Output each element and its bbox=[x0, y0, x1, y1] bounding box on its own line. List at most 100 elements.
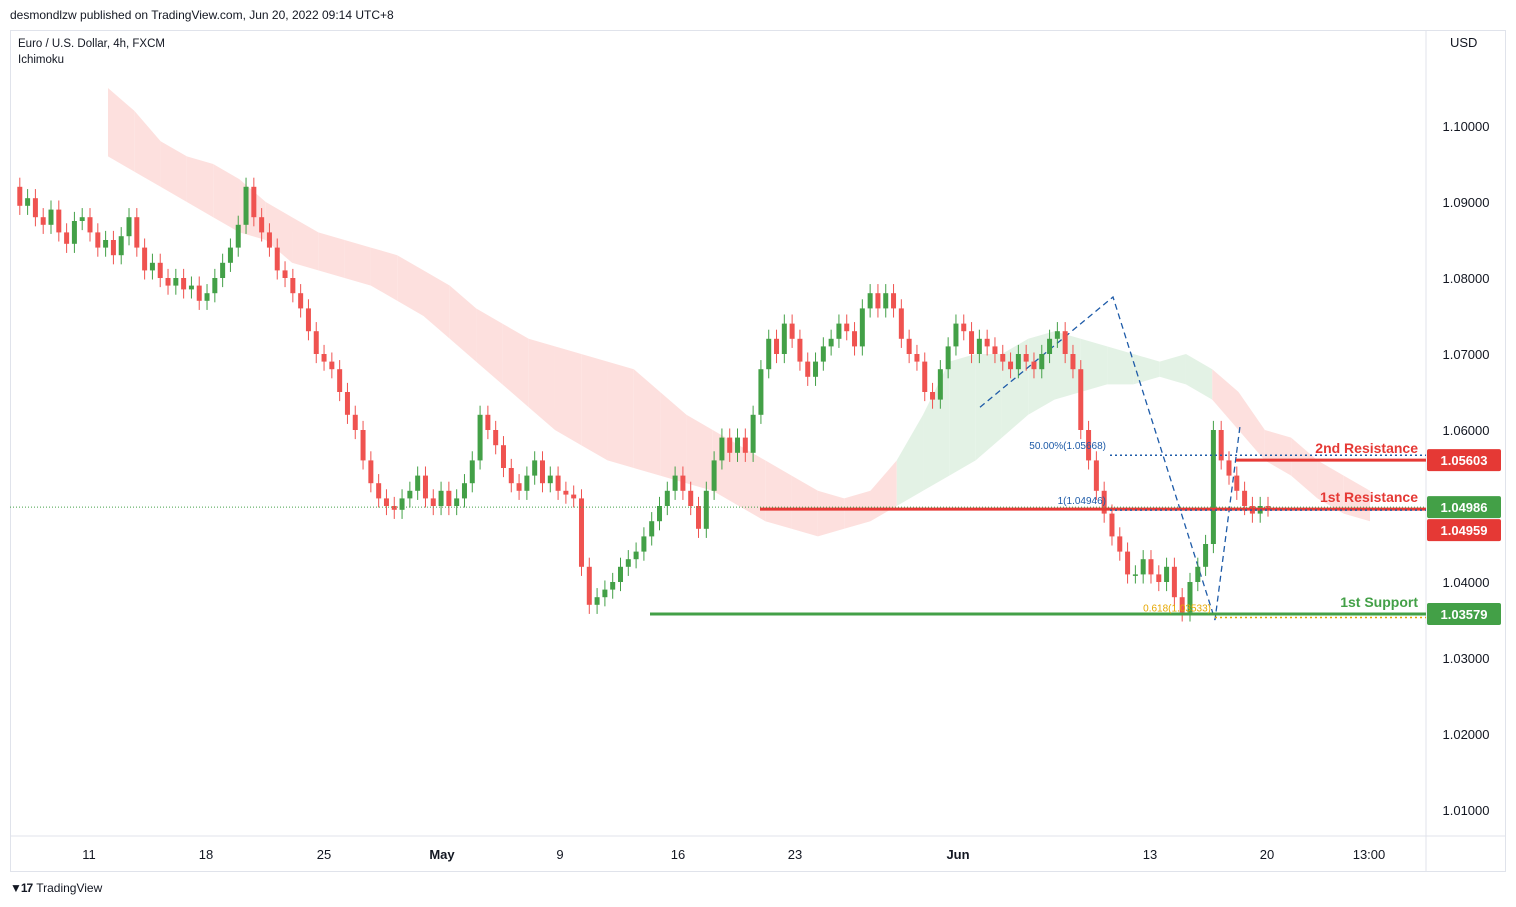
candle-body bbox=[937, 369, 943, 400]
candle-body bbox=[672, 475, 678, 491]
candle-body bbox=[953, 323, 959, 347]
cloud-segment bbox=[870, 460, 897, 522]
candle-body bbox=[664, 490, 670, 506]
cloud-segment bbox=[1159, 354, 1186, 385]
candle-body bbox=[220, 262, 226, 278]
candle-body bbox=[1218, 430, 1224, 461]
candle-body bbox=[1093, 460, 1099, 491]
candle-body bbox=[1101, 490, 1107, 514]
candle-body bbox=[422, 475, 428, 499]
candle-body bbox=[1023, 354, 1029, 362]
candle-body bbox=[1195, 566, 1201, 582]
cloud-segment bbox=[423, 270, 450, 339]
candle-body bbox=[212, 278, 218, 294]
tradingview-logo-icon: ▼17 bbox=[10, 881, 33, 895]
candle-body bbox=[797, 338, 803, 362]
cloud-segment bbox=[896, 414, 924, 506]
candle-body bbox=[243, 186, 249, 225]
cloud-segment bbox=[528, 338, 555, 430]
harmonic-pattern bbox=[979, 295, 1241, 621]
candle-body bbox=[602, 589, 608, 598]
symbol-title: Euro / U.S. Dollar, 4h, FXCM bbox=[18, 38, 165, 50]
price-tag bbox=[1427, 519, 1501, 542]
candle-body bbox=[992, 346, 998, 354]
candle-body bbox=[1062, 331, 1068, 354]
candle-body bbox=[274, 247, 280, 271]
cloud-segment bbox=[318, 232, 345, 278]
time-axis-tick: 13:00 bbox=[1353, 847, 1386, 862]
cloud-segment bbox=[108, 88, 135, 172]
candle-body bbox=[680, 475, 686, 491]
cloud-segment bbox=[476, 308, 503, 385]
candle-body bbox=[891, 293, 897, 309]
candle-body bbox=[1109, 513, 1115, 537]
cloud-segment bbox=[1264, 430, 1292, 476]
cloud-segment bbox=[449, 285, 477, 362]
candle-body bbox=[282, 270, 288, 278]
candle-body bbox=[1203, 544, 1209, 567]
cloud-segment bbox=[817, 490, 845, 537]
cloud-segment bbox=[1054, 331, 1081, 400]
cloud-segment bbox=[292, 217, 319, 271]
candle-body bbox=[415, 475, 421, 491]
price-axis[interactable]: 1.10000 1.09000 1.08000 1.07000 1.06000 1.040… bbox=[1443, 119, 1490, 818]
candle-body bbox=[789, 323, 795, 339]
candle-body bbox=[1210, 430, 1216, 544]
candle-body bbox=[313, 331, 319, 354]
candle-body bbox=[142, 247, 148, 271]
candle-body bbox=[820, 346, 826, 362]
candle-body bbox=[321, 354, 327, 362]
price-tag-value: 1.03579 bbox=[1441, 607, 1488, 622]
support-resistance-levels: 2nd Resistance 1.05603 1st Resistance 1.049… bbox=[10, 440, 1501, 625]
candle-body bbox=[1187, 582, 1193, 613]
candle-body bbox=[266, 232, 272, 248]
candle-body bbox=[149, 262, 155, 271]
candle-body bbox=[563, 490, 569, 495]
cloud-segment bbox=[1107, 346, 1134, 385]
candle-body bbox=[625, 559, 631, 567]
candle-body bbox=[64, 232, 70, 244]
price-axis-tick: 1.03000 bbox=[1443, 651, 1490, 666]
cloud-segment bbox=[134, 110, 161, 187]
candle-body bbox=[454, 498, 460, 506]
candle-body bbox=[134, 217, 140, 248]
candle-body bbox=[711, 460, 717, 491]
time-axis[interactable]: 11 18 25 May 9 16 23 Jun 13 20 13:00 bbox=[82, 847, 1385, 862]
candle-body bbox=[204, 293, 210, 301]
candle-body bbox=[703, 490, 709, 529]
price-tag bbox=[1427, 449, 1501, 472]
candle-body bbox=[555, 475, 561, 491]
candle-body bbox=[383, 498, 389, 506]
candle-body bbox=[17, 186, 23, 206]
candle-body bbox=[126, 217, 132, 237]
cloud-segment bbox=[160, 141, 187, 202]
candle-body bbox=[71, 221, 77, 244]
candle-body bbox=[376, 483, 382, 499]
candle-body bbox=[173, 278, 179, 286]
candle-body bbox=[781, 323, 787, 354]
candle-body bbox=[1008, 361, 1014, 370]
candle-body bbox=[828, 338, 834, 347]
candle-body bbox=[859, 308, 865, 347]
cloud-segment bbox=[213, 164, 240, 233]
candle-body bbox=[719, 437, 725, 461]
candle-body bbox=[898, 308, 904, 339]
price-axis-tick: 1.06000 bbox=[1443, 423, 1490, 438]
cloud-segment bbox=[949, 354, 976, 476]
footer[interactable]: ▼17 TradingView bbox=[10, 881, 102, 895]
cloud-segment bbox=[1238, 392, 1265, 461]
candle-body bbox=[1039, 354, 1045, 370]
cloud-segment bbox=[397, 255, 424, 316]
candle-body bbox=[1140, 559, 1146, 575]
candle-body bbox=[875, 293, 881, 309]
candle-body bbox=[696, 506, 702, 529]
candle-body bbox=[438, 490, 444, 506]
candle-body bbox=[930, 392, 936, 400]
time-axis-tick: 16 bbox=[671, 847, 685, 862]
candle-body bbox=[305, 308, 311, 332]
candle-body bbox=[1117, 536, 1123, 552]
current-price-tag bbox=[1427, 496, 1501, 519]
candle-body bbox=[766, 338, 772, 370]
candle-body bbox=[617, 566, 623, 582]
